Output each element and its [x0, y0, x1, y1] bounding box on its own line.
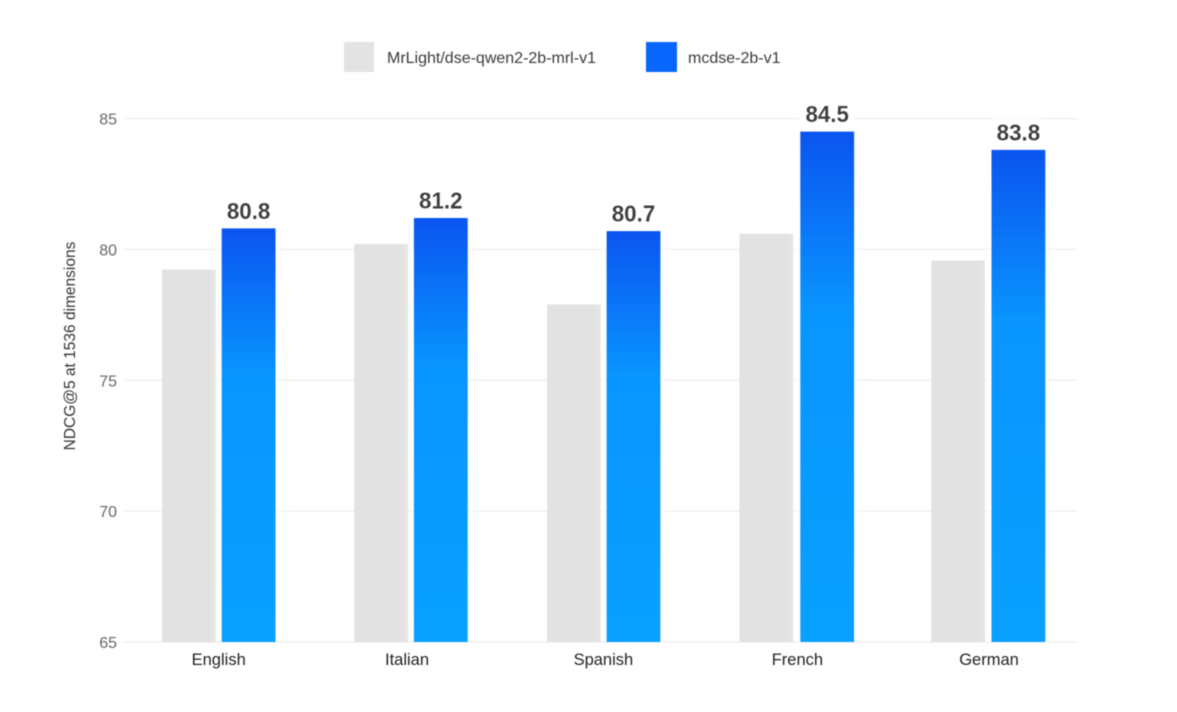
svg-text:75: 75 [99, 373, 117, 390]
svg-text:65: 65 [99, 635, 117, 652]
svg-text:70: 70 [99, 504, 117, 521]
svg-text:81.2: 81.2 [419, 188, 463, 214]
svg-text:Spanish: Spanish [574, 651, 634, 669]
svg-text:80.7: 80.7 [612, 201, 656, 227]
svg-text:83.8: 83.8 [997, 119, 1041, 145]
svg-text:mcdse-2b-v1: mcdse-2b-v1 [688, 50, 781, 67]
svg-text:NDCG@5 at 1536 dimensions: NDCG@5 at 1536 dimensions [62, 241, 79, 450]
svg-text:84.5: 84.5 [805, 101, 849, 127]
svg-text:English: English [192, 651, 246, 669]
svg-text:French: French [772, 651, 823, 669]
svg-text:85: 85 [99, 112, 117, 129]
svg-text:German: German [959, 651, 1019, 669]
svg-text:MrLight/dse-qwen2-2b-mrl-v1: MrLight/dse-qwen2-2b-mrl-v1 [387, 50, 596, 67]
svg-text:Italian: Italian [385, 651, 429, 669]
svg-text:80.8: 80.8 [227, 198, 271, 224]
svg-text:80: 80 [99, 242, 117, 259]
